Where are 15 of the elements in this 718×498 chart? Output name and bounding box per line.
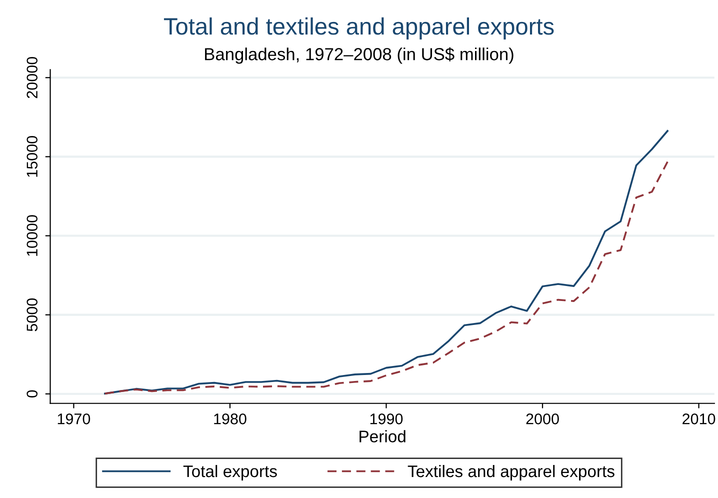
x-axis-title: Period	[360, 430, 406, 442]
x-tick-label: 2010	[682, 414, 716, 424]
y-tick-label: 15000	[26, 136, 38, 177]
x-tick-label: 1990	[370, 414, 403, 424]
x-tick-label: 2000	[526, 414, 559, 424]
chart-title: Total and textiles and apparel exports	[164, 17, 554, 40]
x-tick-label: 1980	[214, 414, 246, 424]
y-tick-label: 5000	[26, 298, 38, 332]
y-tick-label: 20000	[26, 56, 38, 98]
x-tick-label: 1970	[58, 414, 90, 424]
chart-subtitle: Bangladesh, 1972–2008 (in US$ million)	[205, 47, 514, 64]
y-tick-label: 0	[26, 390, 38, 398]
legend-label: Textiles and apparel exports	[408, 464, 614, 481]
legend-label: Total exports	[183, 464, 277, 481]
y-tick-label: 10000	[26, 215, 38, 256]
